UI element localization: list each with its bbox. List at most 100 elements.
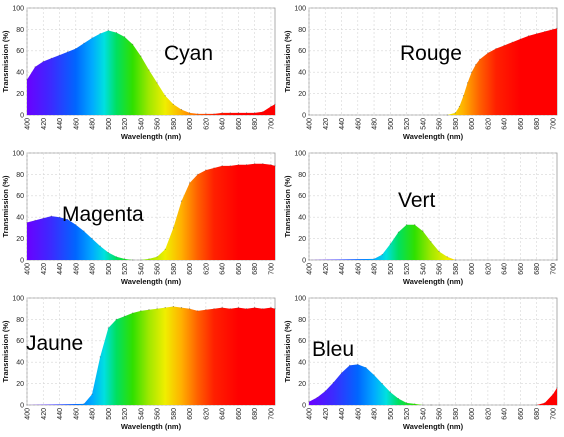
data-point (180, 200, 183, 202)
x-axis-label: Wavelength (nm) (121, 422, 182, 431)
data-point (229, 165, 231, 167)
x-axis-label: Wavelength (nm) (121, 132, 182, 141)
x-tick-label: 560 (155, 263, 162, 275)
data-point (99, 33, 101, 35)
y-tick-label: 20 (16, 236, 24, 243)
x-tick-label: 540 (420, 263, 427, 275)
x-tick-label: 520 (404, 263, 411, 275)
x-tick-label: 680 (252, 118, 259, 130)
data-point (536, 33, 538, 35)
x-axis-label: Wavelength (nm) (121, 277, 182, 286)
y-tick-label: 100 (294, 5, 306, 12)
data-point (414, 403, 416, 405)
data-point (99, 356, 101, 358)
x-tick-label: 420 (323, 118, 330, 130)
data-point (308, 401, 310, 403)
data-point (197, 173, 199, 175)
y-tick-label: 60 (16, 338, 24, 345)
x-tick-label: 540 (138, 118, 145, 130)
data-point (373, 258, 375, 260)
x-tick-label: 680 (534, 118, 541, 130)
data-point (42, 60, 44, 63)
data-point (156, 82, 158, 84)
data-point (156, 256, 158, 258)
x-tick-label: 500 (388, 263, 395, 275)
x-tick-label: 700 (268, 118, 275, 130)
x-tick-label: 400 (307, 118, 314, 130)
data-point (430, 404, 432, 406)
data-point (164, 95, 166, 97)
data-point (237, 112, 240, 114)
data-point (381, 254, 383, 256)
data-point (83, 403, 85, 405)
x-tick-label: 540 (138, 408, 145, 420)
chart-title: Bleu (312, 338, 354, 361)
data-point (552, 28, 554, 30)
y-tick-label: 20 (298, 91, 306, 98)
data-point (205, 169, 207, 171)
x-tick-label: 520 (122, 263, 129, 275)
x-tick-label: 420 (41, 408, 48, 420)
data-point (475, 64, 477, 66)
data-point (462, 95, 465, 97)
chart-panel-3: 400 420 440 460 480 500 520 540 560 580 600 620 640 6… (0, 147, 282, 292)
chart-svg: 400 420 440 460 480 500 520 540 560 580 600 620 640 6… (283, 150, 558, 286)
data-point (123, 315, 126, 317)
data-point (123, 36, 126, 38)
y-tick-label: 100 (294, 150, 306, 157)
chart-title: Rouge (400, 42, 462, 65)
x-tick-label: 640 (220, 408, 227, 420)
x-tick-label: 620 (203, 263, 210, 275)
data-point (26, 221, 28, 224)
data-point (205, 113, 207, 115)
y-tick-label: 60 (298, 48, 306, 55)
data-point (213, 167, 215, 169)
x-tick-label: 420 (323, 408, 330, 420)
x-tick-label: 600 (187, 263, 194, 275)
data-point (397, 231, 400, 233)
x-tick-label: 480 (90, 408, 97, 420)
chart-panel-6: 400 420 440 460 480 500 520 540 560 580 600 620 640 6… (282, 292, 564, 437)
data-point (91, 238, 93, 240)
x-tick-label: 520 (122, 408, 129, 420)
x-tick-label: 640 (502, 263, 509, 275)
data-point (237, 307, 240, 309)
x-tick-label: 660 (236, 408, 243, 420)
x-tick-label: 660 (518, 408, 525, 420)
chart-svg: 400 420 440 460 480 500 520 540 560 580 600 620 640 6… (1, 5, 276, 141)
y-tick-label: 0 (20, 257, 24, 264)
chart-panel-2: 400 420 440 460 480 500 520 540 560 580 600 620 640 6… (282, 2, 564, 147)
x-tick-label: 620 (203, 118, 210, 130)
data-point (471, 71, 473, 73)
x-tick-label: 580 (453, 118, 460, 130)
x-tick-label: 440 (57, 118, 64, 130)
x-tick-label: 680 (252, 263, 259, 275)
x-tick-label: 600 (187, 408, 194, 420)
data-point (270, 307, 272, 309)
y-tick-label: 0 (302, 112, 306, 119)
x-tick-label: 400 (25, 408, 32, 420)
x-tick-label: 480 (372, 118, 379, 130)
y-axis-label: Transmission (%) (283, 30, 292, 93)
data-point (140, 310, 142, 312)
data-point (274, 103, 276, 105)
x-tick-label: 660 (236, 263, 243, 275)
data-point (458, 105, 461, 108)
y-tick-label: 80 (298, 27, 306, 34)
data-point (221, 165, 223, 167)
chart-title: Magenta (62, 203, 144, 226)
data-point (156, 308, 158, 310)
data-point (132, 259, 134, 261)
data-point (503, 44, 505, 47)
data-point (414, 224, 416, 226)
x-tick-label: 620 (485, 408, 492, 420)
data-point (164, 248, 166, 250)
data-point (430, 241, 432, 243)
data-point (332, 381, 334, 384)
x-tick-label: 580 (453, 408, 460, 420)
y-tick-label: 100 (12, 150, 24, 157)
y-tick-label: 60 (16, 48, 24, 55)
chart-title: Jaune (26, 332, 83, 355)
data-point (221, 307, 223, 309)
data-point (132, 312, 134, 314)
